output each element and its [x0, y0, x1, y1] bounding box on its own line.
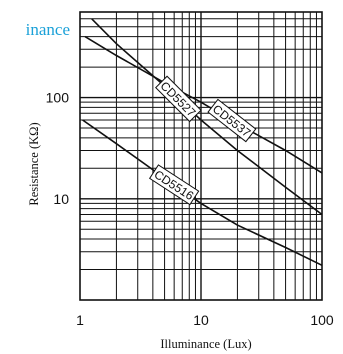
- curve-label-box: [148, 164, 200, 206]
- x-axis-title: Illuminance (Lux): [160, 337, 251, 351]
- x-tick-label: 1: [76, 312, 84, 328]
- series-line-cd5516: [82, 119, 323, 267]
- x-tick-label: 10: [193, 312, 209, 328]
- curve-label-cd5537: CD5537: [207, 98, 257, 143]
- plot-frame: [79, 11, 323, 301]
- y-tick-label: 100: [46, 90, 70, 106]
- curve-label-box: [155, 75, 202, 123]
- curve-label-box: [207, 98, 257, 143]
- y-axis-title: Resistance (KΩ): [27, 122, 41, 205]
- chart-title: inance: [25, 20, 70, 39]
- curve-label-text: CD5527: [157, 79, 198, 120]
- y-tick-label: 10: [53, 191, 69, 207]
- x-tick-label: 100: [310, 312, 334, 328]
- series-line-cd5537: [84, 35, 323, 174]
- series-line-cd5527: [91, 18, 323, 216]
